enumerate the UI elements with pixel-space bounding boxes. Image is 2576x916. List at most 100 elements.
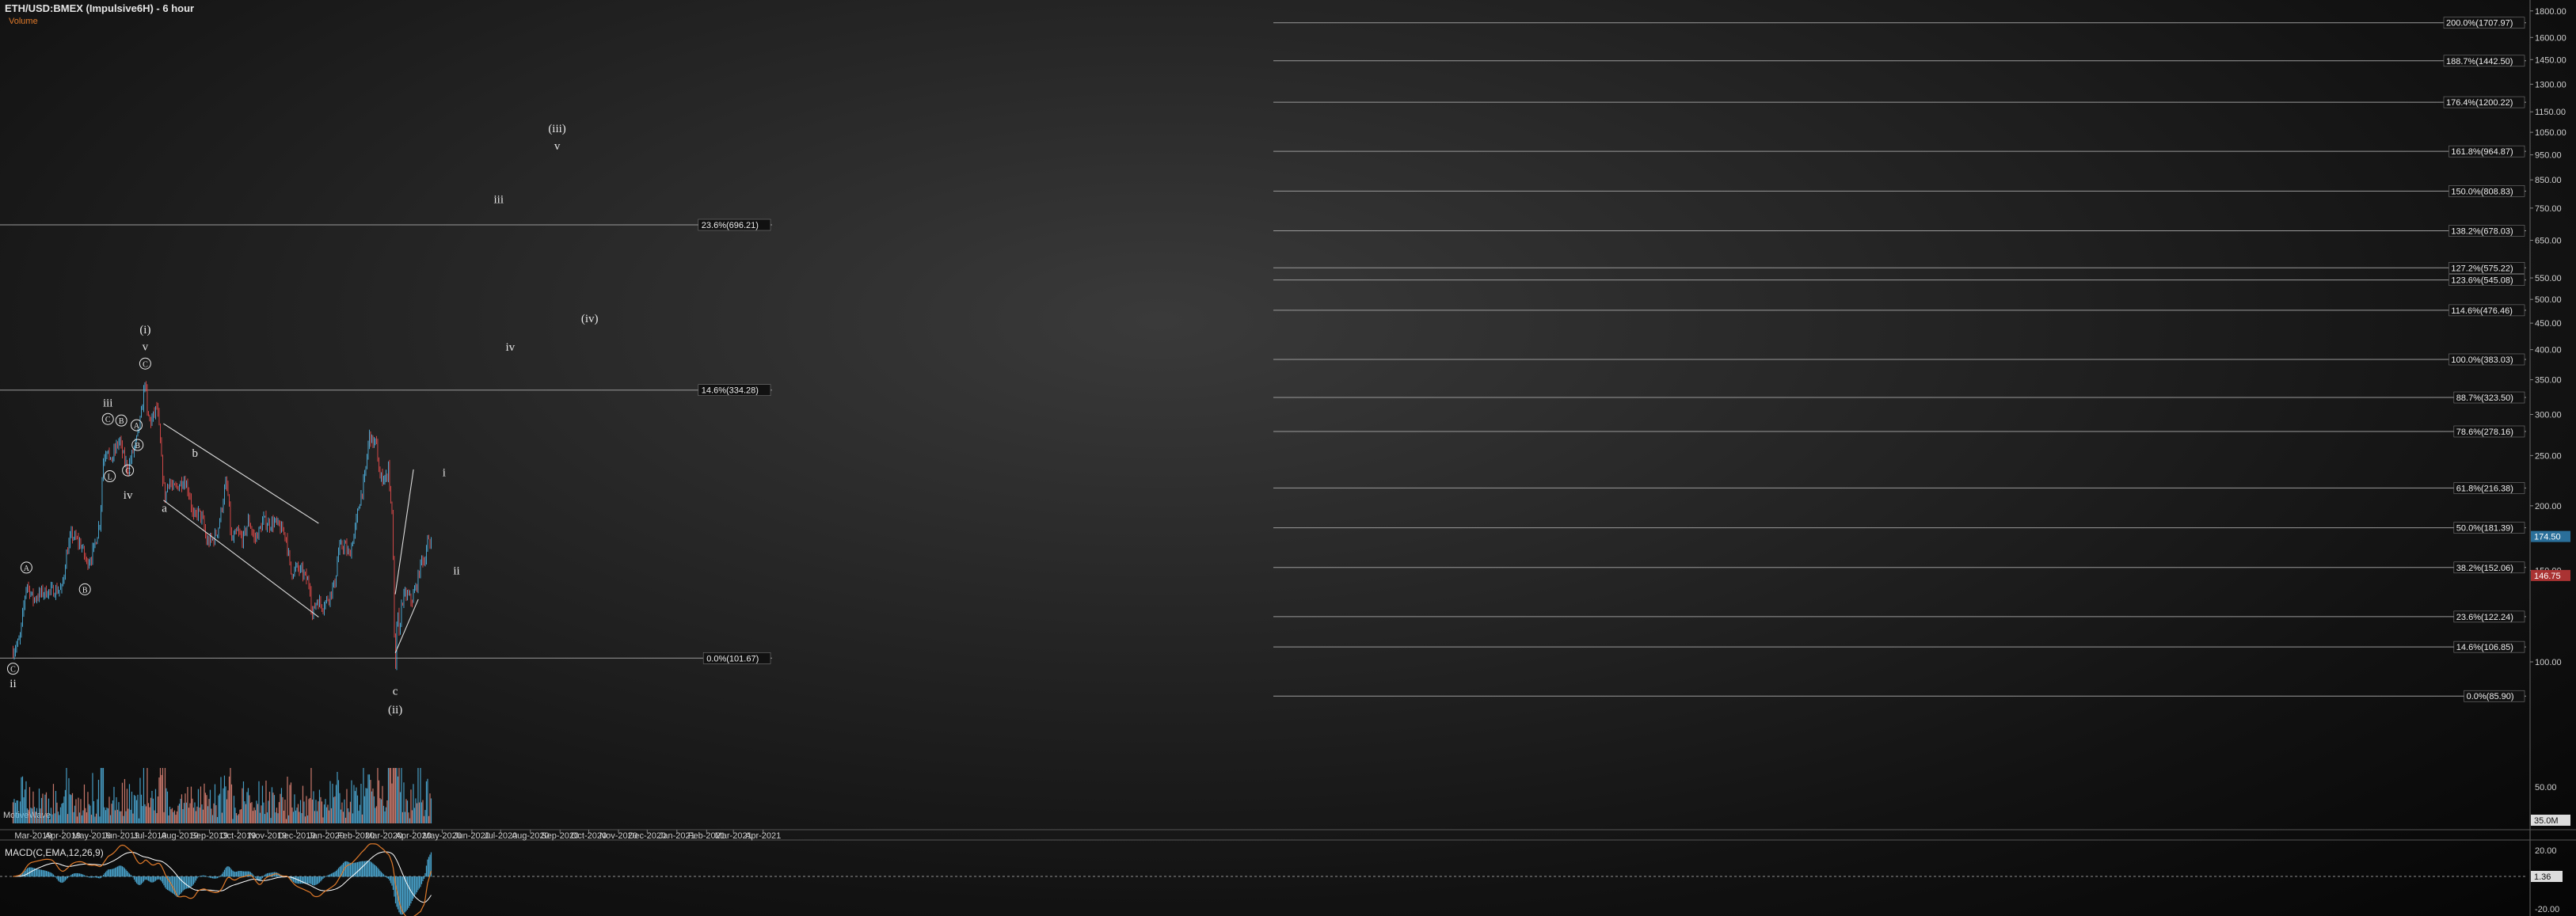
- volume-bar: [396, 768, 398, 823]
- volume-bar: [162, 768, 164, 823]
- volume-bar: [171, 808, 173, 823]
- y-tick-label: 400.00: [2535, 346, 2562, 355]
- volume-bar: [37, 818, 39, 823]
- volume-bar: [108, 796, 110, 823]
- volume-bar: [351, 780, 352, 823]
- macd-histogram-bar: [207, 876, 209, 877]
- volume-bar: [346, 789, 348, 823]
- volume-bar: [93, 800, 95, 823]
- volume-bar: [159, 768, 162, 823]
- volume-bar: [227, 790, 229, 823]
- volume-bar: [75, 799, 77, 823]
- volume-bar: [125, 811, 127, 823]
- volume-bar: [223, 775, 226, 823]
- volume-bar: [372, 788, 374, 823]
- macd-histogram-bar: [358, 861, 360, 877]
- volume-bar: [68, 777, 70, 823]
- macd-histogram-bar: [401, 876, 404, 914]
- macd-histogram-bar: [202, 875, 204, 877]
- fib-level-box: [2453, 482, 2525, 494]
- macd-histogram-bar: [363, 861, 366, 877]
- volume-bar: [315, 800, 317, 823]
- macd-histogram-bar: [430, 852, 432, 877]
- macd-histogram-bar: [346, 861, 348, 877]
- macd-histogram-bar: [66, 876, 67, 880]
- macd-histogram-bar: [166, 876, 169, 891]
- macd-histogram-bar: [291, 876, 293, 881]
- volume-bar: [216, 816, 219, 823]
- macd-histogram-bar: [301, 876, 302, 884]
- wave-circle: [131, 439, 144, 451]
- volume-bar: [173, 810, 176, 823]
- volume-bar: [253, 807, 255, 823]
- volume-bar: [285, 819, 287, 823]
- macd-histogram-bar: [245, 871, 247, 877]
- macd-histogram-bar: [389, 876, 390, 881]
- price-layer: [13, 381, 432, 671]
- macd-histogram-bar: [42, 869, 44, 877]
- volume-bar: [211, 815, 214, 823]
- volume-bar: [45, 792, 48, 823]
- volume-bar: [401, 811, 404, 823]
- volume-bar: [370, 780, 371, 823]
- fib-level-box: [2443, 17, 2525, 29]
- volume-bar: [405, 799, 407, 823]
- macd-histogram-bar: [348, 862, 350, 877]
- volume-bar: [311, 799, 314, 823]
- volume-bar: [237, 815, 238, 823]
- volume-bar: [144, 804, 146, 823]
- volume-bar: [204, 792, 207, 823]
- macd-histogram-bar: [215, 876, 217, 879]
- macd-histogram-bar: [258, 876, 260, 881]
- fib-level-label: 23.6%(122.24): [2456, 613, 2513, 622]
- wave-label: v: [143, 340, 149, 353]
- macd-histogram-bar: [181, 876, 183, 893]
- fib-level-label: 123.6%(545.08): [2451, 276, 2513, 286]
- fib-level-box: [2453, 425, 2525, 438]
- macd-value-label: 1.36: [2534, 872, 2551, 882]
- macd-histogram-bar: [36, 868, 38, 877]
- macd-histogram-bar: [265, 873, 267, 877]
- macd-histogram-bar: [161, 876, 162, 882]
- x-tick-label: Jan-2021: [659, 831, 695, 841]
- trend-line: [163, 423, 319, 524]
- volume-bar: [132, 813, 134, 823]
- x-tick-label: Nov-2019: [249, 831, 287, 841]
- volume-bar: [368, 774, 371, 823]
- volume-bar: [358, 811, 360, 823]
- volume-bar: [190, 786, 192, 823]
- macd-histogram-bar: [373, 864, 375, 877]
- volume-bar: [360, 783, 362, 823]
- volume-bar: [30, 808, 32, 823]
- volume-bar: [97, 779, 100, 823]
- fib-level-label: 100.0%(383.03): [2451, 355, 2513, 365]
- volume-bar: [299, 800, 302, 823]
- macd-histogram-bar: [216, 876, 219, 879]
- fib-level-label: 14.6%(106.85): [2456, 643, 2513, 652]
- macd-histogram-bar: [151, 876, 153, 883]
- macd-histogram-bar: [223, 869, 226, 877]
- volume-bar: [334, 796, 336, 823]
- volume-bar: [18, 813, 20, 823]
- x-tick-label: May-2020: [423, 831, 462, 841]
- volume-bar: [342, 811, 344, 823]
- volume-bar: [17, 800, 19, 823]
- macd-histogram-bar: [270, 872, 272, 877]
- volume-bar: [105, 810, 107, 823]
- macd-histogram-bar: [45, 871, 48, 877]
- x-tick-label: Jun-2019: [103, 831, 139, 841]
- volume-bar: [215, 805, 217, 823]
- macd-histogram-bar: [417, 876, 419, 891]
- macd-histogram-bar: [188, 876, 190, 888]
- volume-bar: [365, 788, 367, 823]
- volume-bar: [150, 797, 152, 823]
- macd-histogram-bar: [405, 876, 407, 911]
- macd-histogram-bar: [175, 876, 177, 896]
- macd-histogram-bar: [220, 875, 222, 877]
- volume-bar: [302, 785, 304, 823]
- macd-histogram-bar: [418, 876, 420, 889]
- macd-histogram-bar: [87, 876, 89, 877]
- volume-bar: [323, 804, 325, 823]
